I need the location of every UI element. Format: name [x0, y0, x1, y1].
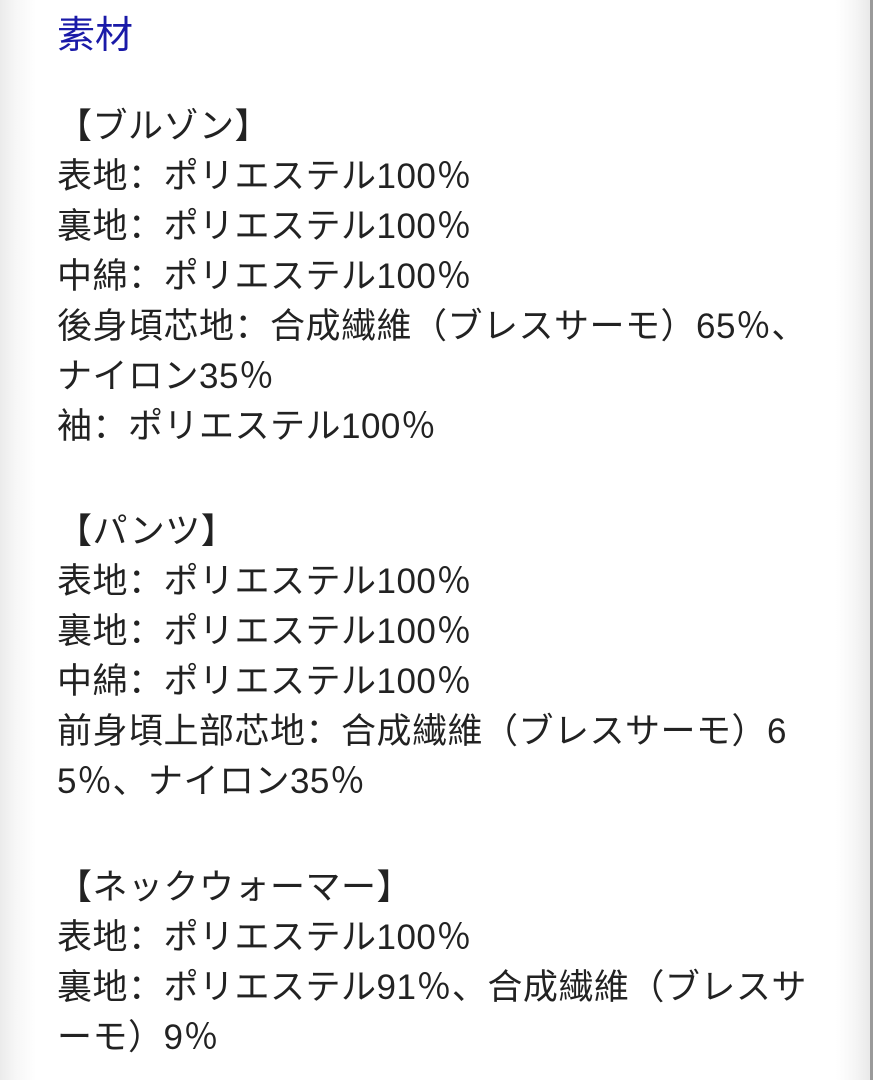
material-line: ーモ）9％: [57, 1018, 219, 1057]
material-line: 後身頃芯地：合成繊維（ブレスサーモ）65％、: [57, 307, 807, 346]
material-line: 表地：ポリエステル100％: [57, 918, 472, 957]
material-line: 裏地：ポリエステル100％: [57, 207, 472, 246]
material-line: 裏地：ポリエステル100％: [57, 612, 472, 651]
material-line: 表地：ポリエステル100％: [57, 562, 472, 601]
material-line: ナイロン35％: [57, 357, 275, 396]
material-line: 前身頃上部芯地：合成繊維（ブレスサーモ）6: [57, 712, 787, 751]
material-section-title-link[interactable]: 素材: [57, 15, 134, 57]
material-line: 表地：ポリエステル100％: [57, 157, 472, 196]
material-line: 中綿：ポリエステル100％: [57, 257, 472, 296]
material-content: 素材 【ブルゾン】 表地：ポリエステル100％ 裏地：ポリエステル100％ 中綿…: [57, 0, 828, 1063]
material-line: 5％、ナイロン35％: [57, 762, 366, 801]
section-blouson: 【ブルゾン】 表地：ポリエステル100％ 裏地：ポリエステル100％ 中綿：ポリ…: [57, 102, 828, 452]
left-page-shadow: [0, 0, 36, 1080]
section-neck-warmer: 【ネックウォーマー】 表地：ポリエステル100％ 裏地：ポリエステル91％、合成…: [57, 863, 828, 1063]
material-line: 袖：ポリエステル100％: [57, 407, 437, 446]
section-pants: 【パンツ】 表地：ポリエステル100％ 裏地：ポリエステル100％ 中綿：ポリエ…: [57, 507, 828, 807]
right-page-shadow: [836, 0, 870, 1080]
material-line: 中綿：ポリエステル100％: [57, 662, 472, 701]
section-header: 【ネックウォーマー】: [57, 868, 413, 907]
section-header: 【ブルゾン】: [57, 107, 271, 146]
material-line: 裏地：ポリエステル91％、合成繊維（ブレスサ: [57, 968, 807, 1007]
section-header: 【パンツ】: [57, 512, 237, 551]
right-window-edge: [870, 0, 873, 1080]
